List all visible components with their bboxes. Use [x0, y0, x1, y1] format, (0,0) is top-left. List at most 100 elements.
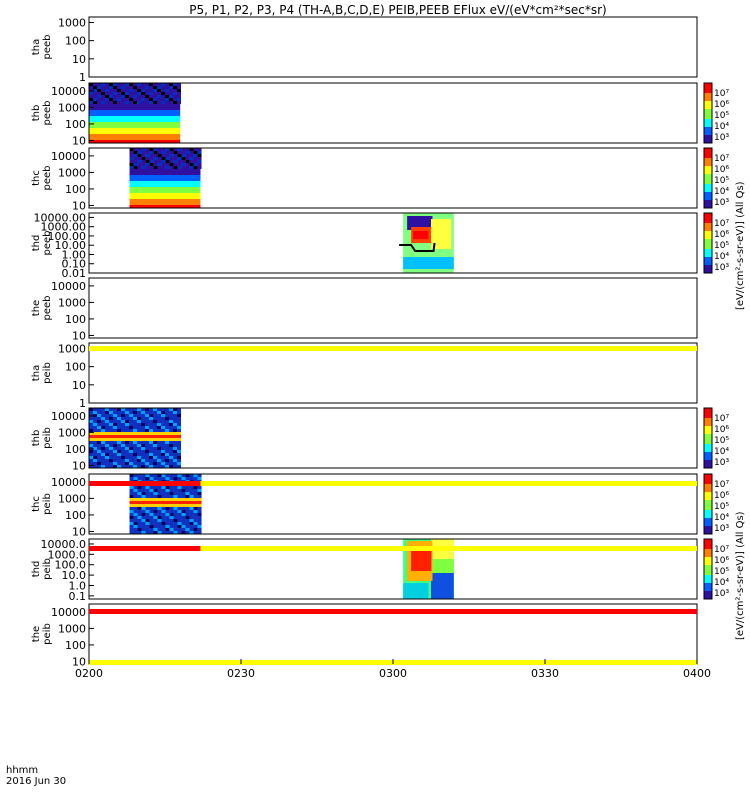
- panel-the_peeb: 10000 1000 100 10 the peeb: [31, 277, 698, 342]
- figure-title: P5, P1, P2, P3, P4 (TH-A,B,C,D,E) PEIB,P…: [189, 3, 606, 17]
- ytick-label-the_peib-3: 10: [72, 655, 86, 668]
- ylabel-instrument-thc_peib: peib: [42, 493, 53, 515]
- ylabel-probe-thb_peib: thb: [31, 430, 42, 447]
- colorbar-tick-thd_peeb-3: 10⁴: [714, 252, 729, 262]
- ylabel-instrument-tha_peeb: peeb: [42, 35, 53, 60]
- xtick-label-4: 0400: [683, 667, 711, 680]
- ylabel-probe-the_peeb: the: [31, 300, 42, 316]
- ytick-label-thd_peib-2: 100.0: [55, 559, 87, 572]
- ytick-label-thc_peib-1: 1000: [58, 492, 86, 505]
- colorbar-tick-thc_peib-1: 10⁶: [714, 491, 729, 501]
- flag-bar-2: [89, 546, 697, 551]
- ytick-label-thc_peeb-0: 10000: [51, 150, 86, 163]
- ytick-label-thc_peib-0: 10000: [51, 476, 86, 489]
- xtick-label-1: 0230: [227, 667, 255, 680]
- flag-bar-1: [89, 481, 697, 486]
- xtick-label-2: 0300: [379, 667, 407, 680]
- colorbar-unit-label-peeb: [eV/(cm²-s-sr-eV)] (All Qs): [735, 181, 746, 310]
- colorbar-tick-thb_peeb-1: 10⁶: [714, 100, 729, 110]
- flag-segment-1-1: [200, 481, 697, 486]
- ytick-label-the_peib-2: 100: [65, 639, 86, 652]
- colorbar-tick-thb_peib-4: 10³: [714, 458, 729, 468]
- ytick-label-thd_peib-5: 0.1: [69, 590, 87, 603]
- flag-segment-1-0: [89, 481, 201, 486]
- panel-frame-thd_peib: [88, 538, 698, 600]
- colorbar-tick-thc_peib-2: 10⁵: [714, 502, 729, 512]
- ytick-label-thd_peeb-4: 1.00: [62, 248, 87, 261]
- ytick-label-tha_peib-2: 10: [72, 379, 86, 392]
- colorbar-tick-thd_peeb-2: 10⁵: [714, 241, 729, 251]
- colorbar-tick-thc_peib-0: 10⁷: [714, 480, 729, 490]
- ylabel-instrument-thc_peeb: peeb: [42, 166, 53, 191]
- ytick-label-the_peeb-0: 10000: [51, 280, 86, 293]
- heatmap-block-thd_peeb-0: [399, 213, 454, 273]
- colorbar-tick-thc_peeb-0: 10⁷: [714, 154, 729, 164]
- colorbar-tick-thc_peeb-3: 10⁴: [714, 187, 729, 197]
- ylabel-probe-thd_peib: thd: [31, 561, 42, 578]
- panel-frame-thb_peib: [88, 407, 698, 469]
- ytick-label-the_peeb-1: 1000: [58, 296, 86, 309]
- panel-tha_peib: 1000 100 10 1 tha peib: [31, 342, 698, 410]
- colorbar-tick-thd_peib-3: 10⁴: [714, 578, 729, 588]
- panel-the_peib: 10000 1000 100 10 the peib: [31, 603, 698, 668]
- panel-frame-thd_peeb: [88, 212, 698, 274]
- ytick-label-the_peeb-3: 10: [72, 329, 86, 342]
- ytick-label-thd_peib-0: 10000.0: [41, 538, 87, 551]
- colorbar-tick-thd_peeb-4: 10³: [714, 263, 729, 273]
- panel-tha_peeb: 1000 100 10 1 tha peeb: [31, 16, 698, 84]
- ytick-label-thd_peib-3: 10.0: [62, 569, 87, 582]
- colorbar-tick-thc_peib-4: 10³: [714, 524, 729, 534]
- ytick-label-thb_peeb-2: 100: [65, 118, 86, 131]
- colorbar-tick-thb_peeb-3: 10⁴: [714, 122, 729, 132]
- ylabel-instrument-the_peib: peib: [42, 623, 53, 645]
- ytick-label-thb_peeb-1: 1000: [58, 101, 86, 114]
- colorbar-unit-label-peib: [eV/(cm²-s-sr-eV)] (All Qs): [735, 511, 746, 640]
- colorbar-tick-thb_peib-2: 10⁵: [714, 436, 729, 446]
- ytick-label-thb_peeb-3: 10: [72, 134, 86, 147]
- ytick-label-thd_peeb-1: 1000.00: [41, 221, 87, 234]
- flag-segment-2-1: [200, 546, 697, 551]
- ytick-label-thd_peeb-0: 10000.00: [34, 211, 87, 224]
- flag-bar-3: [89, 609, 697, 614]
- ytick-label-thb_peib-0: 10000: [51, 410, 86, 423]
- panel-frame-tha_peib: [88, 342, 698, 404]
- ytick-label-tha_peeb-2: 10: [72, 53, 86, 66]
- ytick-label-tha_peib-0: 1000: [58, 342, 86, 355]
- ytick-label-tha_peeb-3: 1: [79, 71, 86, 84]
- ylabel-probe-tha_peib: tha: [31, 365, 42, 381]
- colorbar-tick-thb_peeb-2: 10⁵: [714, 111, 729, 121]
- colorbar-unit-labels: [eV/(cm²-s-sr-eV)] (All Qs) [eV/(cm²-s-s…: [735, 181, 746, 640]
- time-axis: hhmm 2016 Jun 30 0200 0230 0300 0330 0400: [6, 659, 711, 787]
- flag-segment-0-0: [89, 346, 697, 351]
- ytick-label-thd_peib-1: 1000.0: [48, 548, 87, 561]
- colorbar-tick-thc_peeb-4: 10³: [714, 198, 729, 208]
- ylabel-probe-tha_peeb: tha: [31, 39, 42, 55]
- ytick-label-thd_peeb-2: 100.00: [48, 230, 87, 243]
- ylabel-instrument-tha_peib: peib: [42, 362, 53, 384]
- colorbar-tick-thb_peib-0: 10⁷: [714, 414, 729, 424]
- ylabel-probe-thc_peib: thc: [31, 496, 42, 512]
- ytick-label-thb_peib-3: 10: [72, 459, 86, 472]
- colorbar-tick-thc_peeb-1: 10⁶: [714, 165, 729, 175]
- ytick-label-the_peib-1: 1000: [58, 622, 86, 635]
- panel-frame-the_peeb: [88, 277, 698, 339]
- colorbar-tick-thd_peib-4: 10³: [714, 589, 729, 599]
- ylabel-instrument-the_peeb: peeb: [42, 296, 53, 321]
- ylabel-instrument-thd_peeb: peeb: [42, 231, 53, 256]
- ylabel-instrument-thd_peib: peib: [42, 558, 53, 580]
- colorbar-tick-thc_peeb-2: 10⁵: [714, 176, 729, 186]
- colorbar-tick-thd_peib-2: 10⁵: [714, 567, 729, 577]
- time-axis-label-date: 2016 Jun 30: [6, 776, 66, 787]
- ytick-label-tha_peib-3: 1: [79, 397, 86, 410]
- colorbar-tick-thc_peib-3: 10⁴: [714, 513, 729, 523]
- ytick-label-the_peib-0: 10000: [51, 606, 86, 619]
